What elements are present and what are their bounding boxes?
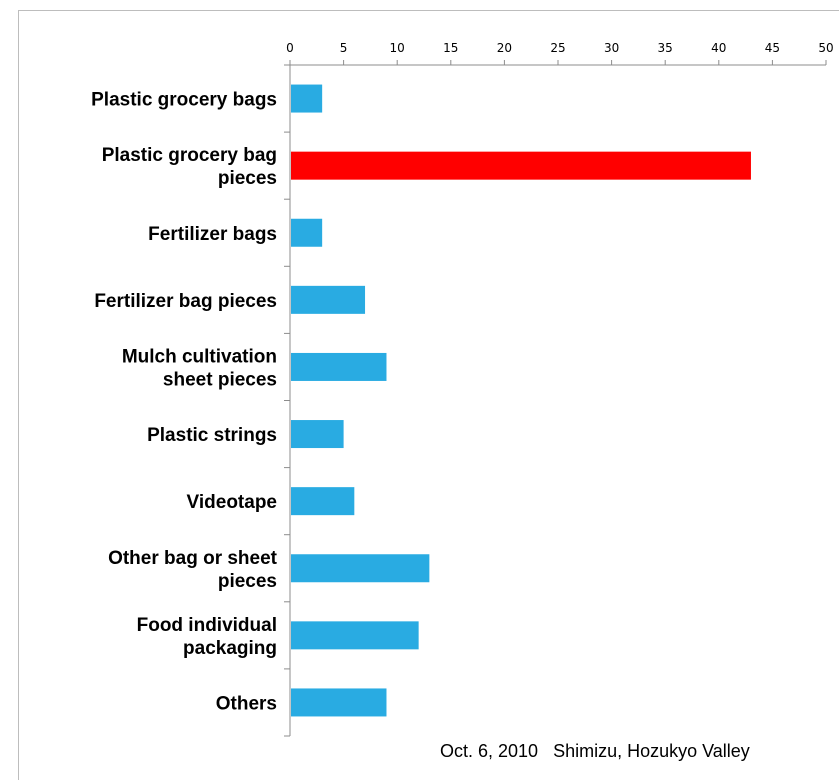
- chart-footnote: Oct. 6, 2010 Shimizu, Hozukyo Valley: [440, 741, 750, 761]
- category-label: Fertilizer bags: [148, 224, 277, 245]
- bar-6: [291, 420, 344, 449]
- bar-1: [291, 84, 323, 113]
- bar-4: [291, 285, 366, 314]
- x-tick-label: 35: [658, 41, 673, 55]
- category-label: Plastic grocery bags: [91, 90, 277, 111]
- bar-10: [291, 688, 387, 717]
- category-label: Others: [216, 693, 277, 714]
- x-tick-label: 25: [550, 41, 565, 55]
- category-label: Fertilizer bag pieces: [94, 291, 277, 312]
- category-label: sheet pieces: [163, 369, 277, 390]
- category-label: pieces: [218, 168, 277, 189]
- x-tick-label: 5: [340, 41, 348, 55]
- x-tick-label: 30: [604, 41, 619, 55]
- x-tick-label: 45: [765, 41, 780, 55]
- x-tick-label: 50: [818, 41, 833, 55]
- x-tick-label: 40: [711, 41, 726, 55]
- category-label: pieces: [218, 571, 277, 592]
- bar-3: [291, 218, 323, 247]
- chart-frame: [18, 10, 839, 780]
- category-label: Plastic strings: [147, 425, 277, 446]
- bar-2: [291, 151, 751, 180]
- category-label: Plastic grocery bag: [102, 145, 277, 166]
- bar-9: [291, 621, 419, 650]
- x-tick-label: 10: [390, 41, 405, 55]
- bar-5: [291, 352, 387, 381]
- x-tick-label: 20: [497, 41, 512, 55]
- category-label: packaging: [183, 638, 277, 659]
- category-label: Other bag or sheet: [108, 548, 278, 569]
- x-tick-label: 15: [443, 41, 458, 55]
- bar-7: [291, 487, 355, 516]
- category-label: Mulch cultivation: [122, 346, 277, 367]
- category-label: Food individual: [137, 615, 277, 636]
- bar-8: [291, 554, 430, 583]
- x-tick-label: 0: [286, 41, 294, 55]
- category-label: Videotape: [187, 492, 277, 513]
